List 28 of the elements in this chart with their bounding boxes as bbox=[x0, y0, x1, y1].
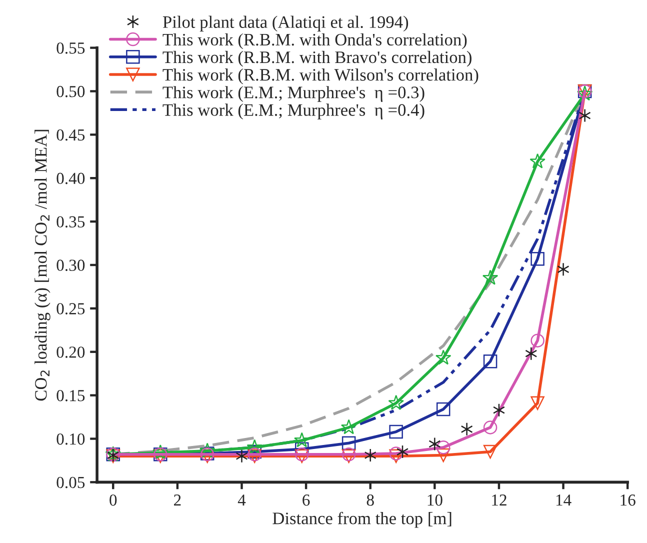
legend-label: This work (R.B.M. with Bravo's correlation) bbox=[162, 50, 472, 67]
y-tick-label: 0.20 bbox=[56, 346, 85, 358]
y-tick-label: 0.30 bbox=[56, 260, 85, 272]
legend-label: This work (R.B.M. with Onda's correlation) bbox=[162, 33, 467, 50]
y-tick-label: 0.55 bbox=[56, 42, 85, 54]
y-tick-label: 0.05 bbox=[56, 476, 85, 488]
y-tick-label: 0.10 bbox=[56, 433, 85, 445]
y-tick-label: 0.25 bbox=[56, 303, 85, 314]
legend-label: This work (E.M.; Murphree's η =0.3) bbox=[162, 86, 424, 102]
legend-label: This work (E.M.; Murphree's η =0.4) bbox=[162, 104, 424, 120]
y-tick-label: 0.45 bbox=[56, 129, 85, 141]
x-tick-label: 8 bbox=[366, 494, 374, 506]
y-tick-label: 0.15 bbox=[56, 390, 85, 402]
x-tick-label: 14 bbox=[556, 494, 572, 506]
x-axis-title: Distance from the top [m] bbox=[272, 512, 452, 528]
x-tick-label: 0 bbox=[110, 494, 117, 506]
y-tick-label: 0.40 bbox=[56, 172, 85, 184]
x-tick-label: 16 bbox=[620, 494, 636, 506]
legend-label: This work (R.B.M. with Wilson's correlation) bbox=[162, 68, 478, 84]
legend-label: Pilot plant data (Alatiqi et al. 1994) bbox=[162, 16, 408, 32]
x-tick-label: 12 bbox=[492, 494, 506, 506]
x-tick-label: 10 bbox=[428, 494, 442, 506]
x-tick-label: 2 bbox=[174, 494, 181, 506]
y-tick-label: 0.50 bbox=[56, 86, 85, 98]
y-tick-label: 0.35 bbox=[56, 216, 85, 228]
x-tick-label: 4 bbox=[238, 494, 246, 506]
y-axis-title: CO$_{2}$ loading (α) [mol CO$_{2}$ /mol MEA] bbox=[34, 130, 50, 401]
x-tick-label: 6 bbox=[302, 494, 310, 506]
